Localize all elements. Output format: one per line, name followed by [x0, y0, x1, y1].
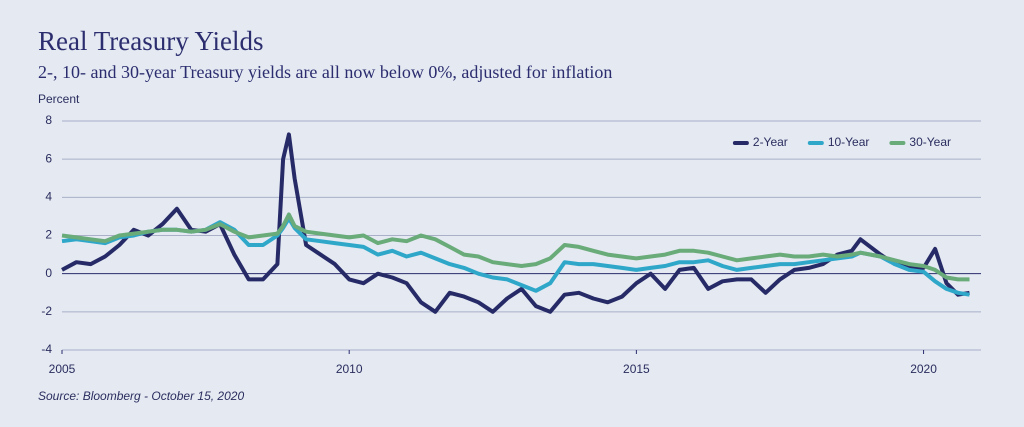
y-tick-label: 2: [45, 228, 52, 242]
y-tick-label: -4: [41, 342, 52, 356]
y-tick-label: -2: [41, 304, 52, 318]
chart-title: Real Treasury Yields: [38, 26, 264, 56]
series-line: [61, 132, 970, 314]
y-axis-label: Percent: [38, 92, 80, 106]
x-tick-label: 2020: [910, 362, 937, 376]
chart-subtitle: 2-, 10- and 30-year Treasury yields are …: [38, 62, 612, 82]
legend-label: 30-Year: [909, 135, 951, 149]
legend-label: 10-Year: [828, 135, 870, 149]
series-line: [61, 216, 970, 297]
legend-label: 2-Year: [753, 135, 788, 149]
y-tick-label: 0: [45, 266, 52, 280]
y-tick-label: 4: [45, 190, 52, 204]
x-tick-label: 2005: [49, 362, 76, 376]
y-tick-label: 8: [45, 113, 52, 127]
source-note: Source: Bloomberg - October 15, 2020: [38, 389, 244, 403]
y-tick-label: 6: [45, 151, 52, 165]
x-tick-label: 2015: [623, 362, 650, 376]
series-line: [61, 212, 970, 282]
x-tick-label: 2010: [336, 362, 363, 376]
